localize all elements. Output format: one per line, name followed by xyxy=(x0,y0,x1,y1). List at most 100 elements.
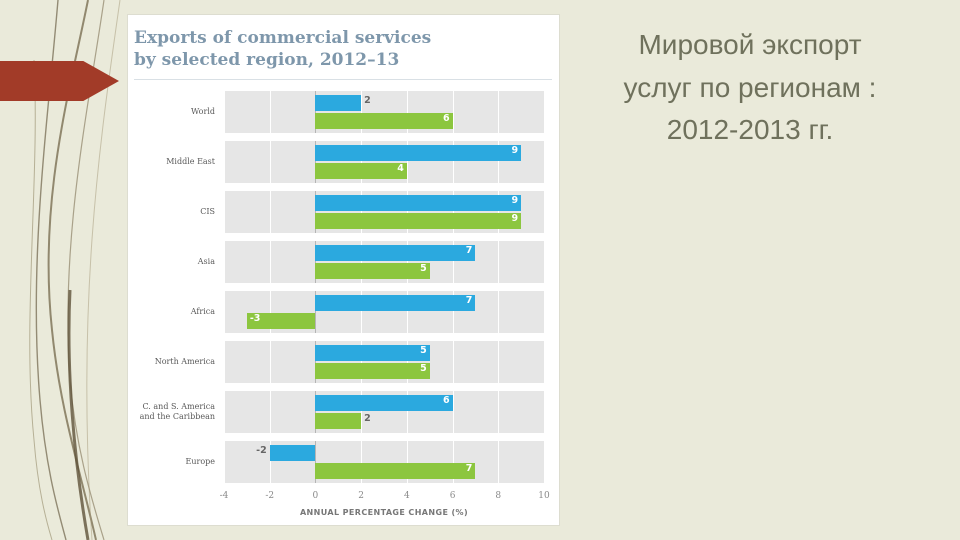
x-tick-label: 8 xyxy=(495,491,502,501)
zero-axis-line xyxy=(315,191,317,233)
bar-blue: 2 xyxy=(315,95,371,111)
chart-rows: World 2 6 Middle East 9 4 CIS 9 9 Asia 7 5 Africa 7 -3… xyxy=(136,87,552,487)
gridline xyxy=(361,141,363,183)
category-label: CIS xyxy=(200,207,215,216)
bar-value-label: -3 xyxy=(249,313,261,324)
gridline xyxy=(498,141,500,183)
chart-row: CIS 9 9 xyxy=(136,187,552,237)
gridline xyxy=(452,141,454,183)
chart-panel: Exports of commercial services by select… xyxy=(127,14,560,526)
category-label: Africa xyxy=(190,307,215,316)
gridline xyxy=(544,91,545,133)
gridline xyxy=(224,241,225,283)
slide-title-line: услуг по регионам : xyxy=(623,71,877,103)
x-tick-label: 6 xyxy=(449,491,456,501)
bar-green: 7 xyxy=(315,463,476,479)
gridline xyxy=(452,241,454,283)
bar-green: 9 xyxy=(315,213,522,229)
gridline xyxy=(498,191,500,233)
bar-blue: 9 xyxy=(315,145,522,161)
bar-value-label: 6 xyxy=(442,395,450,406)
bar-blue: 5 xyxy=(315,345,430,361)
category-label: Middle East xyxy=(166,157,215,166)
bar-blue: 7 xyxy=(315,295,476,311)
gridline xyxy=(269,91,271,133)
bar-green: 4 xyxy=(315,163,407,179)
gridline xyxy=(224,91,225,133)
gridline xyxy=(452,391,454,433)
zero-axis-line xyxy=(315,441,317,483)
x-tick-label: 4 xyxy=(403,491,410,501)
decorative-line xyxy=(29,59,53,540)
gridline xyxy=(452,191,454,233)
gridline xyxy=(406,441,408,483)
gridline xyxy=(544,191,545,233)
chart-row: World 2 6 xyxy=(136,87,552,137)
gridline xyxy=(361,341,363,383)
zero-axis-line xyxy=(315,141,317,183)
gridline xyxy=(361,241,363,283)
category-label: Asia xyxy=(197,257,215,266)
bar-value-label: 7 xyxy=(465,295,473,306)
zero-axis-line xyxy=(315,341,317,383)
chart-row: Europe -2 7 xyxy=(136,437,552,487)
gridline xyxy=(452,441,454,483)
decorative-line xyxy=(67,289,90,540)
bar-green: -3 xyxy=(246,313,316,329)
gridline xyxy=(361,91,363,133)
bar-blue: -2 xyxy=(256,445,316,461)
gridline xyxy=(406,391,408,433)
gridline xyxy=(406,191,408,233)
gridline xyxy=(269,291,271,333)
bar-value-label: 2 xyxy=(364,413,371,424)
bar-blue: 7 xyxy=(315,245,476,261)
x-axis-title: ANNUAL PERCENTAGE CHANGE (%) xyxy=(299,508,469,517)
category-label: Europe xyxy=(185,457,216,466)
bar-value-label: 7 xyxy=(465,463,473,474)
chart-row: Middle East 9 4 xyxy=(136,137,552,187)
bar-green: 5 xyxy=(315,363,430,379)
bar-value-label: 7 xyxy=(465,245,473,256)
gridline xyxy=(544,241,545,283)
chart-row: Africa 7 -3 xyxy=(136,287,552,337)
gridline xyxy=(498,441,500,483)
zero-axis-line xyxy=(315,241,317,283)
category-label: C. and S. America and the Caribbean xyxy=(139,402,215,421)
bar-value-label: 5 xyxy=(420,345,427,356)
bar-value-label: 5 xyxy=(420,263,427,274)
zero-axis-line xyxy=(315,91,317,133)
bar-green: 5 xyxy=(315,263,430,279)
x-tick-label: -4 xyxy=(219,491,229,501)
bar-green: 2 xyxy=(315,413,371,429)
bar-value-label: 6 xyxy=(442,113,450,124)
gridline xyxy=(406,291,408,333)
gridline xyxy=(361,391,363,433)
gridline xyxy=(361,441,363,483)
gridline xyxy=(406,341,408,383)
chart-title-rule xyxy=(134,79,552,80)
gridline xyxy=(498,241,500,283)
chart-row: North America 5 5 xyxy=(136,337,552,387)
gridline xyxy=(452,341,454,383)
gridline xyxy=(269,391,271,433)
gridline xyxy=(406,91,408,133)
x-tick-label: 2 xyxy=(358,491,365,501)
gridline xyxy=(269,191,271,233)
gridline xyxy=(544,441,545,483)
gridline xyxy=(224,391,225,433)
gridline xyxy=(498,291,500,333)
gridline xyxy=(544,341,545,383)
gridline xyxy=(544,141,545,183)
gridline xyxy=(452,91,454,133)
x-tick-label: -2 xyxy=(265,491,275,501)
category-label: North America xyxy=(154,357,215,366)
bar-blue: 9 xyxy=(315,195,522,211)
chart-title: Exports of commercial services by select… xyxy=(134,28,432,71)
bar-value-label: 9 xyxy=(511,213,519,224)
gridline xyxy=(498,91,500,133)
